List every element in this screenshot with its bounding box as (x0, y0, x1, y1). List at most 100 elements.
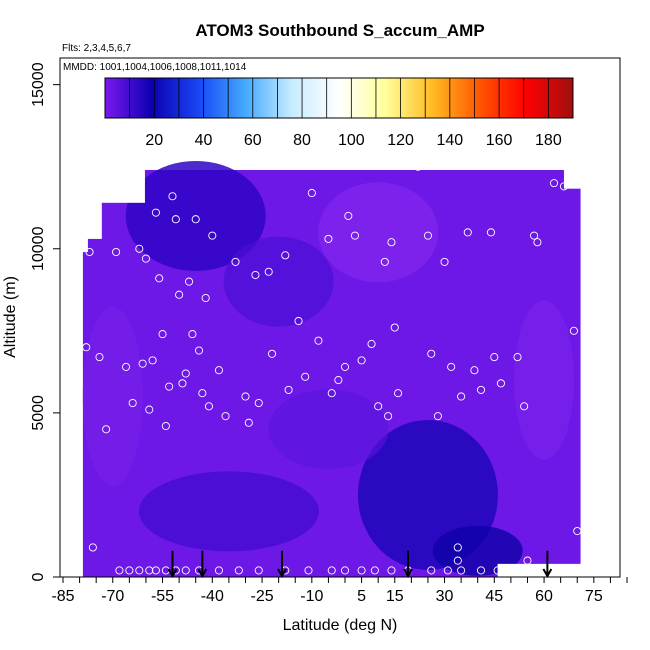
field-shade (514, 300, 575, 461)
sample-point (324, 234, 333, 243)
sample-point (334, 376, 343, 385)
colorbar-tick-label: 180 (535, 132, 562, 149)
sample-point (82, 343, 91, 352)
sample-point (523, 556, 532, 565)
surface-sample-point (493, 566, 502, 575)
sample-point (520, 402, 529, 411)
sample-point (453, 543, 462, 552)
x-axis: -85 -70 -55 -40 -25 -10 5 15 30 45 60 75 (51, 577, 628, 605)
sample-point (374, 402, 383, 411)
sample-point (254, 398, 263, 408)
down-arrow-marker (277, 550, 287, 579)
sample-point (486, 228, 496, 237)
sample-point (135, 244, 144, 253)
sample-point (214, 366, 223, 375)
sample-point (559, 182, 569, 191)
sample-point (427, 349, 436, 358)
sample-point (145, 405, 154, 414)
colorbar-ramp (104, 77, 574, 119)
sample-point (549, 179, 559, 188)
sample-point-markers (82, 162, 582, 575)
down-arrow-marker (167, 550, 178, 579)
surface-sample-point (370, 566, 379, 575)
sample-point (350, 231, 360, 240)
x-tick-label: -25 (250, 588, 273, 605)
sample-point (175, 290, 184, 299)
surface-sample-point (327, 566, 336, 575)
sample-point (155, 274, 164, 283)
field-shade (318, 182, 439, 283)
sample-point (244, 418, 253, 427)
sample-point (453, 556, 462, 565)
sample-point (390, 323, 399, 332)
chart-title: ATOM3 Southbound S_accum_AMP (195, 21, 484, 40)
colorbar: 20 40 60 80 100 120 140 160 180 (104, 77, 574, 149)
sample-point (231, 257, 240, 266)
sample-point (148, 356, 157, 365)
sample-point (204, 402, 214, 411)
y-axis-label: Altitude (m) (2, 276, 19, 358)
sample-point (221, 412, 230, 421)
sample-point (181, 369, 190, 378)
x-tick-label: -40 (201, 588, 224, 605)
surface-sample-point (234, 566, 243, 575)
sample-point (178, 379, 187, 388)
colorbar-tick-label: 160 (486, 132, 513, 149)
heatmap-field (81, 160, 583, 578)
sample-point (496, 379, 505, 388)
surface-sample-point (145, 566, 154, 575)
field-shade (82, 306, 143, 487)
sample-point (490, 353, 499, 362)
sample-point (327, 389, 336, 398)
sample-point (394, 389, 403, 398)
surface-sample-point (476, 566, 486, 575)
sample-point (384, 412, 393, 421)
sample-point (151, 208, 160, 217)
colorbar-tick-label: 80 (293, 132, 311, 149)
sample-point (314, 336, 323, 345)
sample-point (281, 251, 290, 260)
sample-point (185, 277, 194, 286)
y-tick-label: 15000 (30, 62, 47, 107)
sample-point (284, 385, 293, 394)
x-tick-label: 75 (585, 588, 603, 605)
colorbar-tick-label: 140 (436, 132, 463, 149)
surface-sample-point (357, 566, 366, 575)
sample-point (251, 270, 260, 280)
down-arrow-marker (197, 550, 208, 579)
sample-point (301, 372, 310, 381)
surface-sample-point (427, 566, 436, 575)
y-tick-label: 5000 (30, 395, 47, 431)
sample-point (194, 346, 204, 355)
sample-point (138, 359, 147, 368)
x-tick-label: 30 (436, 588, 454, 605)
sample-point (470, 366, 479, 375)
surface-sample-point (181, 566, 190, 575)
sample-point (294, 316, 303, 326)
sample-point (447, 362, 456, 371)
surface-sample-point (304, 566, 313, 575)
sample-point (569, 326, 578, 335)
x-tick-label: -85 (51, 588, 74, 605)
x-tick-label: -55 (151, 588, 174, 605)
y-axis: 0 5000 10000 15000 (30, 62, 61, 581)
surface-sample-point (214, 566, 223, 575)
x-tick-label: -10 (300, 588, 323, 605)
sample-point (141, 254, 150, 263)
sample-point (198, 389, 207, 398)
x-tick-label: 60 (535, 588, 553, 605)
sample-point (533, 238, 542, 247)
sample-point (171, 215, 180, 224)
sample-point (387, 238, 396, 247)
x-axis-label: Latitude (deg N) (283, 617, 398, 634)
y-tick-label: 0 (30, 572, 47, 581)
x-tick-label: 15 (386, 588, 404, 605)
sample-point (241, 392, 250, 401)
sample-point (380, 257, 389, 266)
sample-point (264, 267, 273, 276)
colorbar-tick-label: 20 (145, 132, 163, 149)
colorbar-tick-label: 40 (195, 132, 213, 149)
sample-point (208, 231, 217, 240)
colorbar-tick-label: 60 (244, 132, 262, 149)
field-mask (81, 201, 102, 239)
